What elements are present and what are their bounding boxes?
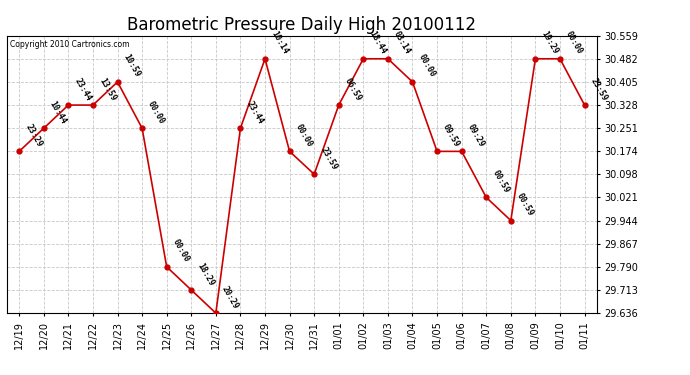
Text: 23:59: 23:59 (318, 145, 339, 171)
Text: Copyright 2010 Cartronics.com: Copyright 2010 Cartronics.com (10, 40, 129, 49)
Text: 18:44: 18:44 (368, 30, 388, 56)
Text: 18:29: 18:29 (195, 261, 216, 287)
Text: 06:59: 06:59 (343, 76, 363, 102)
Text: 23:44: 23:44 (244, 99, 265, 126)
Text: 00:59: 00:59 (515, 192, 535, 218)
Text: 10:59: 10:59 (121, 53, 142, 79)
Text: 19:29: 19:29 (540, 30, 560, 56)
Text: 09:29: 09:29 (466, 123, 486, 148)
Text: 09:59: 09:59 (441, 123, 462, 148)
Text: 23:59: 23:59 (589, 76, 609, 102)
Text: 00:00: 00:00 (564, 30, 584, 56)
Text: 23:44: 23:44 (72, 76, 93, 102)
Text: 13:59: 13:59 (97, 76, 117, 102)
Text: 03:14: 03:14 (392, 30, 413, 56)
Text: 10:14: 10:14 (269, 30, 290, 56)
Text: 00:00: 00:00 (146, 99, 166, 126)
Text: 00:00: 00:00 (294, 123, 314, 148)
Text: 00:00: 00:00 (417, 53, 437, 79)
Text: 23:29: 23:29 (23, 123, 43, 148)
Title: Barometric Pressure Daily High 20100112: Barometric Pressure Daily High 20100112 (128, 16, 476, 34)
Text: 20:29: 20:29 (220, 284, 240, 310)
Text: 10:44: 10:44 (48, 99, 68, 126)
Text: 00:00: 00:00 (171, 238, 191, 264)
Text: 00:59: 00:59 (491, 168, 511, 195)
